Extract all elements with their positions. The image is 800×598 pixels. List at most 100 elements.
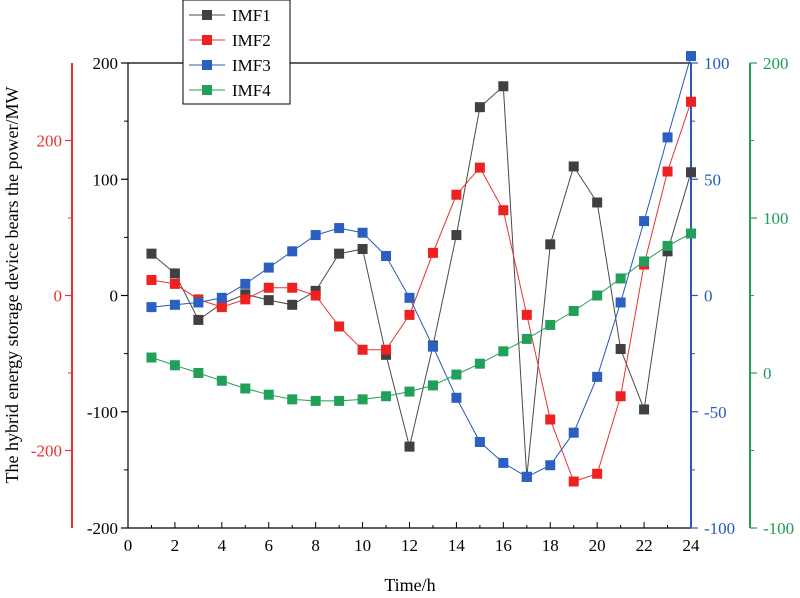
data-point-imf3 [545,460,556,471]
x-axis-title: Time/h [384,575,435,595]
data-point-imf3 [568,427,579,438]
data-point-imf1 [686,167,696,178]
data-point-imf2 [334,321,345,332]
data-point-imf4 [639,256,650,267]
data-point-imf2 [568,476,579,487]
data-point-imf4 [498,346,509,357]
series-imf3 [146,51,696,482]
legend-marker [202,10,212,20]
y-tick-label-imf2: -200 [31,442,62,461]
data-point-imf3 [193,297,204,308]
data-point-imf2 [427,247,438,258]
data-point-imf3 [240,278,251,289]
data-point-imf4 [193,368,204,378]
legend-box [182,0,291,105]
data-point-imf4 [686,228,696,239]
data-point-imf1 [568,161,579,172]
data-point-imf2 [521,309,532,320]
data-point-imf3 [310,230,321,241]
data-point-imf3 [216,292,227,303]
legend-entry-imf2: IMF2 [189,31,271,50]
x-tick-label: 6 [265,536,274,555]
data-point-imf3 [334,223,345,234]
x-tick-label: 22 [636,536,653,555]
y-tick-label-imf2: 200 [37,132,63,151]
data-point-imf1 [474,102,485,113]
data-point-imf3 [263,262,274,273]
data-point-imf3 [451,392,462,403]
y-tick-label-imf1: -100 [87,403,118,422]
series-line-imf1 [151,85,692,477]
data-point-imf1 [193,314,204,325]
data-point-imf2 [451,189,462,200]
data-point-imf1 [287,299,298,310]
y-tick-label-imf4: 0 [763,364,772,383]
data-point-imf1 [404,441,415,452]
data-point-imf2 [474,162,485,173]
data-point-imf2 [615,391,626,402]
data-point-imf3 [592,371,603,382]
series-imf4 [146,228,696,406]
data-point-imf2 [310,290,321,301]
data-point-imf3 [381,250,392,261]
y-tick-label-imf3: 100 [704,54,730,73]
data-point-imf2 [169,278,180,289]
y-axis-title: The hybrid energy storage device bears t… [2,86,22,483]
data-point-imf4 [216,375,227,386]
legend-marker [202,85,212,95]
data-point-imf4 [146,352,157,363]
series-layer [146,51,696,487]
data-point-imf3 [357,227,368,238]
y-tick-label-imf4: 200 [763,54,789,73]
legend-entry-imf3: IMF3 [189,56,271,75]
data-point-imf1 [592,197,603,208]
data-point-imf2 [357,344,368,355]
data-point-imf4 [545,319,556,330]
legend-entry-imf1: IMF1 [189,6,271,25]
data-point-imf4 [592,290,603,301]
data-point-imf4 [404,386,415,397]
axes: 0 2 4 6 8 10 12 14 16 18 20 22 24-200-1000100200-200… [31,54,794,555]
data-point-imf2 [287,282,298,293]
data-point-imf2 [686,96,696,107]
y-tick-label-imf1: 100 [93,170,119,189]
data-point-imf3 [639,216,650,227]
data-point-imf2 [592,468,603,479]
data-point-imf2 [240,294,251,305]
data-point-imf4 [240,383,251,394]
x-tick-label: 20 [589,536,606,555]
y-tick-label-imf1: 200 [93,54,119,73]
data-point-imf2 [404,309,415,320]
x-tick-label: 2 [171,536,180,555]
data-point-imf4 [381,391,392,402]
data-point-imf1 [240,289,251,300]
data-point-imf3 [521,471,532,482]
data-point-imf4 [662,240,673,251]
legend-label: IMF4 [232,81,271,100]
x-tick-label: 8 [311,536,320,555]
data-point-imf3 [287,246,298,257]
data-point-imf1 [498,81,509,92]
series-imf1 [146,81,696,482]
data-point-imf2 [498,205,509,216]
y-tick-label-imf3: 50 [704,170,721,189]
data-point-imf1 [357,244,368,254]
y-tick-label-imf1: -200 [87,519,118,538]
series-imf2 [146,96,696,487]
y-tick-label-imf3: -50 [704,403,727,422]
legend-marker [202,35,212,45]
data-point-imf1 [169,268,180,279]
data-point-imf1 [334,248,345,259]
data-point-imf2 [216,302,227,313]
data-point-imf1 [146,248,157,259]
data-point-imf4 [451,369,462,380]
y-tick-label-imf2: 0 [54,287,63,306]
data-point-imf4 [287,394,298,405]
data-point-imf3 [146,302,157,313]
legend-label: IMF3 [232,56,271,75]
data-point-imf4 [568,306,579,316]
data-point-imf3 [686,51,696,62]
x-tick-label: 12 [401,536,418,555]
data-point-imf4 [357,394,368,405]
data-point-imf4 [615,273,626,284]
